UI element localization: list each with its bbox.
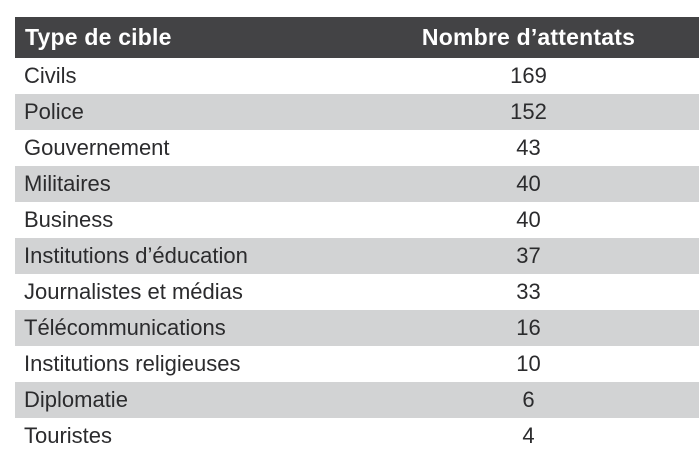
target-type-cell: Gouvernement <box>24 135 170 160</box>
target-type-cell: Institutions religieuses <box>24 351 241 376</box>
attack-count-cell: 4 <box>522 423 535 448</box>
attack-count-cell: 10 <box>516 351 541 376</box>
table-row: Militaires 40 <box>15 166 699 202</box>
table-row: Civils 169 <box>15 58 699 94</box>
target-type-cell: Diplomatie <box>24 387 128 412</box>
target-type-cell: Police <box>24 99 84 124</box>
table-row: Institutions religieuses 10 <box>15 346 699 382</box>
attack-count-cell: 43 <box>516 135 541 160</box>
attack-count-cell: 16 <box>516 315 541 340</box>
table-row: Touristes 4 <box>15 418 699 454</box>
table-row: Business 40 <box>15 202 699 238</box>
table-header-row: Type de cible Nombre d’attentats <box>15 17 699 58</box>
column-header-target-type: Type de cible <box>25 24 172 50</box>
table-row: Gouvernement 43 <box>15 130 699 166</box>
table-row: Télécommunications 16 <box>15 310 699 346</box>
table-row: Institutions d’éducation 37 <box>15 238 699 274</box>
column-header-attack-count: Nombre d’attentats <box>421 24 636 50</box>
table-row: Diplomatie 6 <box>15 382 699 418</box>
target-type-cell: Institutions d’éducation <box>24 243 248 268</box>
target-type-cell: Militaires <box>24 171 111 196</box>
attack-count-cell: 33 <box>516 279 541 304</box>
attack-count-cell: 152 <box>510 99 547 124</box>
attack-count-cell: 6 <box>522 387 535 412</box>
target-type-cell: Télécommunications <box>24 315 226 340</box>
target-type-cell: Touristes <box>24 423 113 448</box>
attack-count-cell: 37 <box>516 243 541 268</box>
attack-count-cell: 40 <box>516 171 541 196</box>
attack-count-cell: 40 <box>516 207 541 232</box>
table-row: Journalistes et médias 33 <box>15 274 699 310</box>
attack-count-cell: 169 <box>510 63 547 88</box>
table-row: Police 152 <box>15 94 699 130</box>
attacks-by-target-table: Type de cible Nombre d’attentats Civils … <box>15 17 699 454</box>
target-type-cell: Civils <box>24 63 77 88</box>
target-type-cell: Journalistes et médias <box>24 279 243 304</box>
target-type-cell: Business <box>24 207 114 232</box>
